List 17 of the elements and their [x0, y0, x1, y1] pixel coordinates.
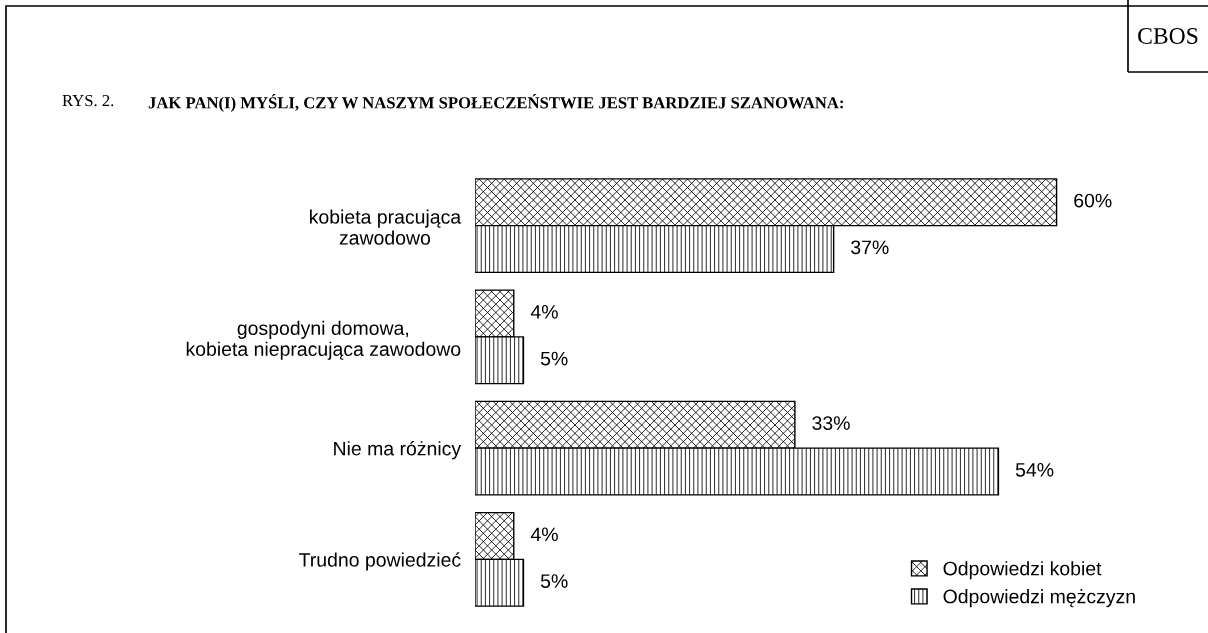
text: CBOS: [1138, 28, 1198, 44]
data-label: 5%: [540, 351, 568, 366]
y-tick-label: Trudno powiedzieć: [299, 552, 461, 571]
y-tick-label: Nie ma różnicy: [334, 440, 462, 460]
y-tick-label: kobieta pracująca zawodowo: [310, 209, 462, 245]
chart-title: JAK PAN(I) MYŚLI, CZY W NASZYM SPOŁECZEŃSTWIE JEST BARDZIEJ SZANOWANA:: [148, 94, 843, 112]
data-label: 5%: [540, 574, 568, 588]
data-label: 4%: [530, 527, 558, 542]
legend-label: Odpowiedzi kobiet: [943, 561, 1102, 580]
data-label: 37%: [851, 240, 889, 255]
legend-label: Odpowiedzi mężczyzn: [943, 589, 1135, 608]
data-label: 4%: [530, 305, 558, 319]
text: RYS. 2.: [62, 94, 114, 107]
data-label: 54%: [1015, 463, 1054, 477]
data-label: 33%: [812, 416, 850, 430]
data-label: 60%: [1074, 193, 1112, 208]
y-tick-label: gospodyni domowa, kobieta niepracująca zawodowo: [186, 320, 461, 360]
